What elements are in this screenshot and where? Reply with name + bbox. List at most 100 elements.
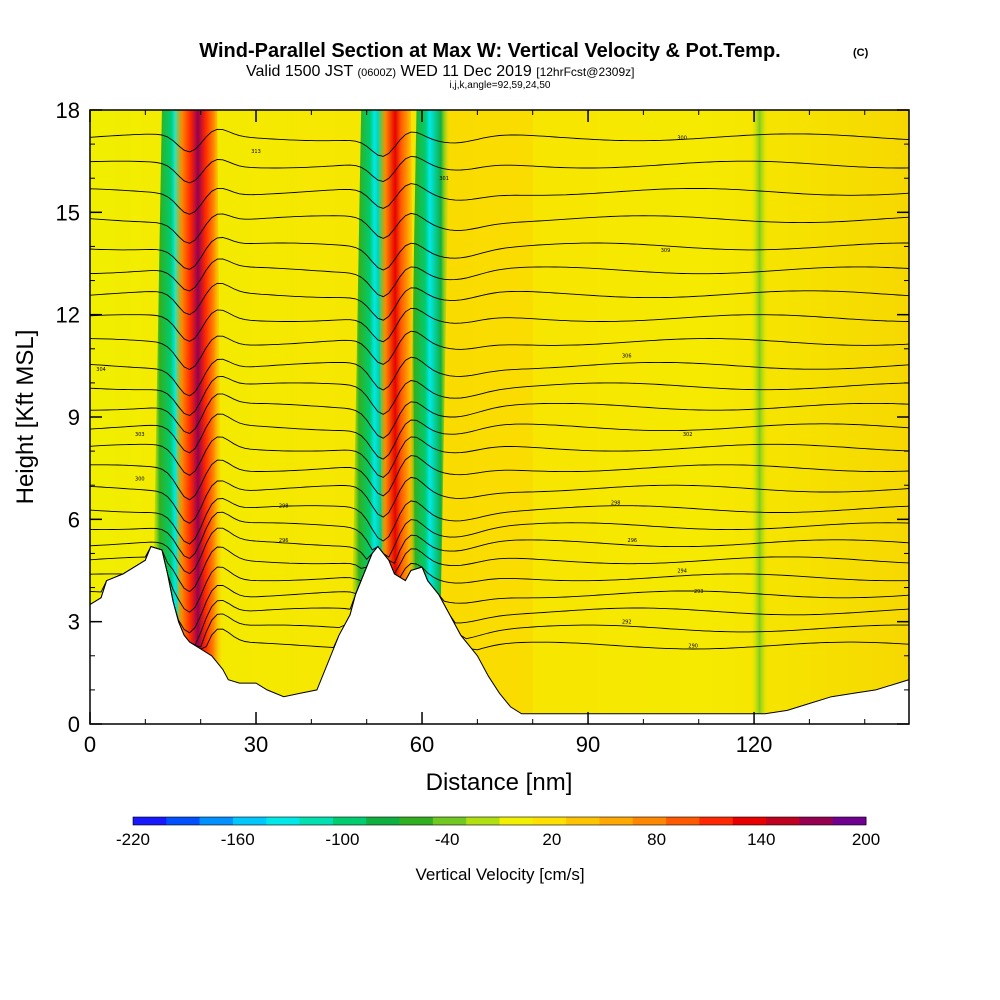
- isentrope-label: 313: [251, 149, 261, 155]
- isentrope-label: 293: [694, 589, 704, 595]
- colorbar-tick-label: 20: [542, 830, 561, 849]
- isentrope-label: 302: [683, 432, 693, 438]
- isentrope-label: 309: [661, 248, 671, 254]
- colorbar-ticks: -220 -160 -100 -40 20 80 140 200: [116, 830, 880, 849]
- colorbar-swatch: [599, 817, 634, 825]
- updraft-band: [173, 110, 223, 724]
- isentrope-line: [90, 476, 909, 524]
- isentrope-line: [90, 527, 909, 575]
- colorbar-swatch: [399, 817, 434, 825]
- y-tick-label: 12: [56, 303, 80, 328]
- isentrope-line: [90, 393, 909, 439]
- colorbar-swatch: [666, 817, 700, 825]
- x-tick-label: 90: [576, 732, 600, 757]
- colorbar-tick-label: -160: [221, 830, 255, 849]
- colorbar-swatch: [232, 817, 267, 825]
- colorbar-swatch: [799, 817, 834, 825]
- x-tick-label: 0: [84, 732, 96, 757]
- x-tick-label: 120: [736, 732, 773, 757]
- subtitle-indices: i,j,k,angle=92,59,24,50: [450, 80, 551, 91]
- isentrope-line: [90, 545, 909, 651]
- downdraft-band: [751, 110, 768, 724]
- isentrope-label: 301: [439, 176, 449, 182]
- isentrope-label: 290: [688, 644, 698, 650]
- colorbar-swatch: [832, 817, 867, 825]
- colorbar-swatch: [299, 817, 334, 825]
- colorbar-swatch: [432, 817, 467, 825]
- y-axis: 0 3 6 9 12 15 18: [56, 98, 909, 737]
- colorbar-swatch: [332, 817, 367, 825]
- isentrope-line: [90, 237, 909, 271]
- colorbar-swatch: [532, 817, 567, 825]
- isentrope-line: [90, 212, 909, 244]
- plot-area: 313 301 300 309 306 304 303 302 300 298 298 296 296 2…: [90, 110, 909, 724]
- isentrope-line: [90, 545, 909, 613]
- isentrope-line: [90, 375, 909, 417]
- isentrope-label: 296: [628, 538, 638, 544]
- colorbar-swatch: [566, 817, 600, 825]
- isentrope-line: [90, 436, 909, 478]
- x-tick-label: 30: [244, 732, 268, 757]
- title-mark: (C): [853, 47, 869, 59]
- y-tick-label: 15: [56, 200, 80, 225]
- isentrope-line: [90, 356, 909, 397]
- isentrope-line: [90, 330, 909, 371]
- isentrope-line: [90, 307, 909, 343]
- isentropes: [90, 128, 909, 651]
- subtitle-fcst: [12hrFcst@2309z]: [536, 65, 634, 79]
- isentrope-labels: 313 301 300 309 306 304 303 302 300 298 298 296 296 2…: [96, 135, 703, 649]
- colorbar-label: Vertical Velocity [cm/s]: [415, 865, 584, 884]
- isentrope-line: [90, 183, 909, 215]
- y-tick-label: 18: [56, 98, 80, 123]
- isentrope-label: 303: [135, 432, 145, 438]
- isentrope-line: [90, 511, 909, 560]
- y-tick-label: 6: [68, 507, 80, 532]
- colorbar-swatch: [732, 817, 767, 825]
- y-tick-label: 3: [68, 610, 80, 635]
- colorbar-tick-label: -100: [325, 830, 359, 849]
- colorbar-tick-label: -220: [116, 830, 150, 849]
- subtitle-valid: Valid 1500 JST (0600Z) WED 11 Dec 2019 […: [246, 63, 634, 80]
- isentrope-line: [90, 258, 909, 298]
- colorbar-swatch: [266, 817, 301, 825]
- colorbar-swatch: [166, 817, 201, 825]
- subtitle-valid-utc: (0600Z): [357, 67, 396, 79]
- y-tick-label: 9: [68, 405, 80, 430]
- colorbar-swatch: [366, 817, 401, 825]
- subtitle-valid-a: Valid 1500 JST: [246, 63, 354, 80]
- colorbar-frame: [132, 816, 867, 826]
- colorbar-swatch: [699, 817, 734, 825]
- isentrope-line: [90, 282, 909, 321]
- isentrope-line: [90, 128, 909, 157]
- x-tick-label: 60: [410, 732, 434, 757]
- colorbar-swatch: [766, 817, 800, 825]
- isentrope-line: [90, 155, 909, 184]
- isentrope-line: [90, 545, 909, 593]
- isentrope-line: [90, 455, 909, 501]
- y-axis-label: Height [Kft MSL]: [12, 330, 39, 505]
- y-tick-label: 0: [68, 712, 80, 737]
- colorbar-swatch: [499, 817, 534, 825]
- colorbar-tick-label: 140: [747, 830, 775, 849]
- isentrope-label: 304: [96, 367, 106, 373]
- isentrope-label: 298: [279, 504, 289, 510]
- chart-title: Wind-Parallel Section at Max W: Vertical…: [199, 40, 780, 62]
- colorbar-tick-label: 200: [852, 830, 880, 849]
- plot-background: [90, 110, 909, 724]
- x-axis-label: Distance [nm]: [426, 769, 573, 796]
- colorbar-tick-label: -40: [435, 830, 460, 849]
- isentrope-label: 300: [677, 135, 687, 141]
- colorbar-swatch: [199, 817, 234, 825]
- isentrope-line: [90, 545, 909, 648]
- isentrope-label: 306: [622, 354, 632, 360]
- isentrope-label: 292: [622, 620, 632, 626]
- isentrope-label: 294: [677, 569, 687, 575]
- x-axis: 0 30 60 90 120: [84, 110, 866, 757]
- subtitle-valid-b: WED 11 Dec 2019: [400, 63, 531, 80]
- velocity-field: [150, 110, 768, 724]
- isentrope-label: 300: [135, 476, 145, 482]
- colorbar-swatch: [466, 817, 500, 825]
- colorbar-swatch: [133, 817, 167, 825]
- colorbar-swatch: [632, 817, 667, 825]
- isentrope-line: [90, 413, 909, 460]
